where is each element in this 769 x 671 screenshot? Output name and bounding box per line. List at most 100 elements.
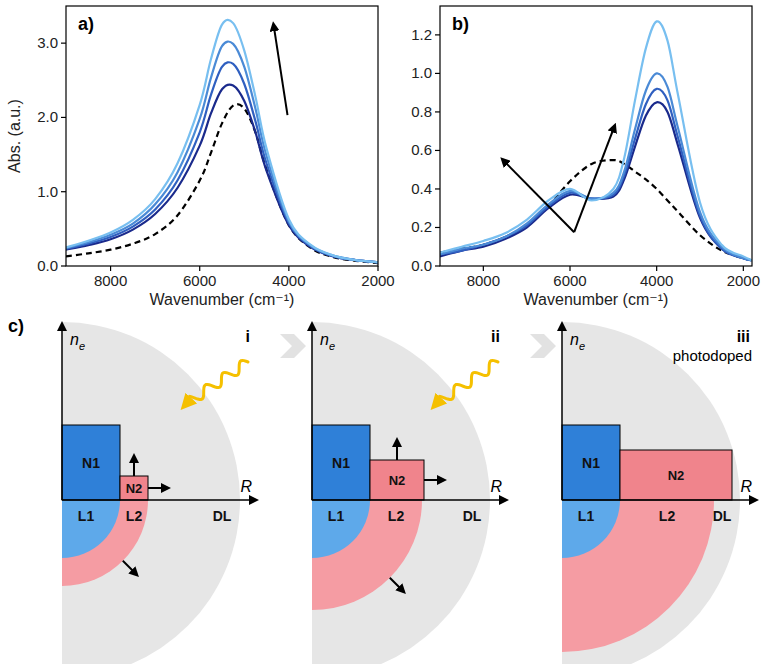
y-tick [435, 73, 440, 74]
y-tick-label: 1.0 [37, 183, 58, 200]
x-tick-label: 8000 [94, 272, 127, 289]
bar-n1 [562, 425, 620, 500]
axis-ne [61, 324, 63, 500]
y-tick [61, 265, 66, 266]
data-group [66, 20, 378, 263]
layer-shapes [62, 322, 240, 664]
y-tick-label: 0.0 [411, 257, 432, 274]
depletion-layer [312, 322, 490, 664]
x-tick-label: 4000 [272, 272, 305, 289]
x-tick-label: 8000 [467, 272, 500, 289]
axis-label-ne: n [70, 331, 79, 348]
trend-arrow [502, 159, 574, 232]
axis-label-r: R [740, 478, 752, 495]
diagram-panel: neRiiN1N2L1L2DL [312, 322, 506, 671]
label-dl: DL [213, 508, 232, 524]
y-tick-label: 2.0 [37, 108, 58, 125]
x-tick [110, 266, 111, 271]
diagram: c)neRiN1N2L1L2DLneRiiN1N2L1L2DLneRiiipho… [8, 316, 756, 671]
y-tick [435, 111, 440, 112]
diagram-panel: neRiN1N2L1L2DL [62, 322, 256, 671]
label-l2: L2 [388, 508, 405, 524]
axis-label-ne-sub: e [579, 340, 585, 352]
x-tick-label: 2000 [727, 272, 760, 289]
spectrum-line [440, 89, 752, 260]
y-tick-label: 0.6 [411, 141, 432, 158]
x-tick [377, 266, 378, 271]
y-tick [61, 117, 66, 118]
bar-n2 [120, 476, 148, 500]
axis-ne [561, 324, 563, 500]
figure: 8000 6000 4000 2000 0.0 1.0 2.0 3.0 Wavenumber (… [0, 0, 769, 671]
label-n2: N2 [668, 468, 685, 483]
y-tick [435, 265, 440, 266]
x-tick-label: 6000 [183, 272, 216, 289]
panel-numeral: i [246, 328, 250, 345]
layer-l2 [562, 500, 714, 652]
plot-frame [66, 6, 378, 266]
spectrum-line [66, 20, 378, 262]
y-tick [61, 43, 66, 44]
chart-panel: 80006000400020000.00.20.40.60.81.01.2Wav… [411, 6, 760, 308]
axis-label-ne: n [320, 331, 329, 348]
y-tick-label: 0.4 [411, 180, 432, 197]
layer-shapes [312, 322, 490, 664]
y-axis-title: Abs. (a.u.) [6, 99, 23, 173]
label-l1: L1 [328, 508, 345, 524]
label-l1: L1 [78, 508, 95, 524]
y-tick [435, 188, 440, 189]
x-tick [199, 266, 200, 271]
depletion-layer [62, 322, 240, 664]
growth-arrow [148, 487, 168, 489]
layer-shapes [562, 322, 740, 664]
bar-n2 [620, 450, 732, 500]
label-n1: N1 [582, 455, 600, 471]
axis-r [62, 499, 256, 501]
layer-l2 [312, 500, 422, 610]
y-tick-label: 0.2 [411, 218, 432, 235]
panel-letter: c) [8, 316, 24, 336]
x-tick [743, 266, 744, 271]
panel-letter: b) [452, 14, 469, 34]
growth-arrow [424, 479, 444, 481]
axis-r [312, 499, 506, 501]
y-tick [435, 227, 440, 228]
diagram-panel: neRiiiphotodopedN1N2L1L2DL [562, 322, 756, 671]
y-tick [61, 191, 66, 192]
y-tick-label: 3.0 [37, 34, 58, 51]
x-axis-title: Wavenumber (cm⁻¹) [150, 291, 295, 308]
bar-n1 [312, 425, 370, 500]
axis-ne [311, 324, 313, 500]
x-tick-label: 6000 [553, 272, 586, 289]
label-n2: N2 [126, 481, 143, 496]
panel-numeral: ii [491, 328, 500, 345]
axis-label-r: R [240, 478, 252, 495]
x-tick [569, 266, 570, 271]
depletion-layer [562, 322, 740, 664]
x-axis-title: Wavenumber (cm⁻¹) [524, 291, 669, 308]
step-chevron [530, 334, 556, 358]
layer-l1 [62, 500, 120, 558]
label-n1: N1 [332, 455, 350, 471]
photon [436, 360, 498, 404]
y-tick-label: 1.0 [411, 64, 432, 81]
data-group [440, 21, 752, 260]
y-tick-label: 0.0 [37, 257, 58, 274]
bar-n2 [370, 460, 424, 500]
label-l2: L2 [659, 508, 676, 524]
bar-n1 [62, 425, 120, 500]
label-n2: N2 [389, 473, 406, 488]
growth-arrow [123, 561, 137, 575]
x-tick [483, 266, 484, 271]
y-tick [435, 150, 440, 151]
spectrum-line [440, 73, 752, 260]
growth-arrow [390, 578, 404, 592]
chart-panel: 80006000400020000.01.02.03.0Wavenumber (… [6, 6, 395, 308]
spectrum-line [440, 102, 752, 260]
panel-letter: a) [78, 14, 94, 34]
label-l1: L1 [578, 508, 595, 524]
x-tick [288, 266, 289, 271]
label-n1: N1 [82, 455, 100, 471]
axis-r [562, 499, 756, 501]
layer-l2 [62, 500, 148, 586]
